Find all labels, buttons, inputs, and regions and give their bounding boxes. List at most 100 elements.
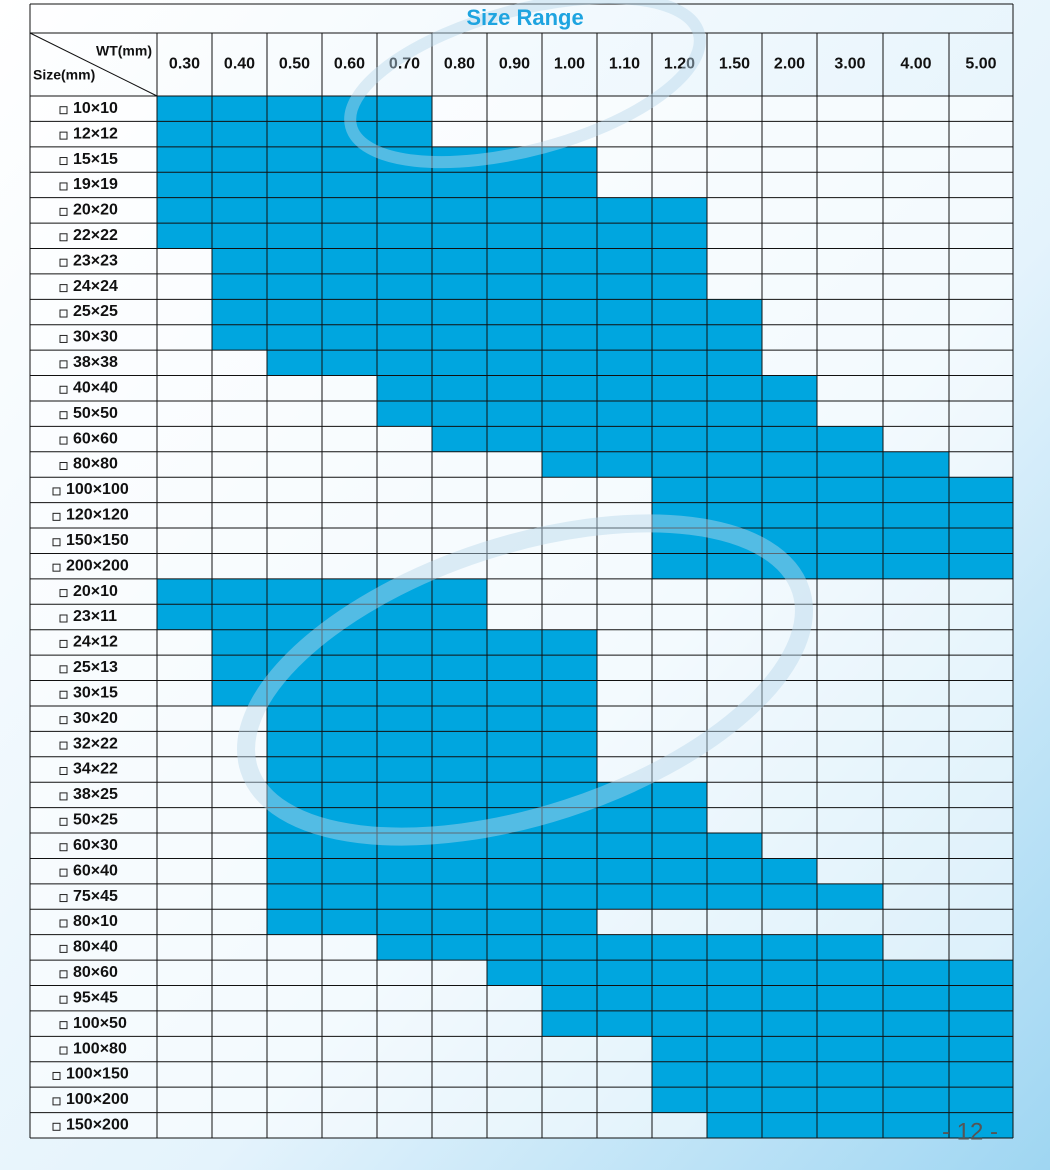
row-label: 40×40 [73, 379, 118, 396]
bullet-square [59, 309, 68, 318]
row-label: 24×12 [73, 634, 118, 651]
available-range [652, 1061, 1013, 1088]
row-label: 60×60 [73, 430, 118, 447]
column-header: 0.70 [389, 56, 420, 73]
available-range [542, 451, 949, 478]
wt-label: WT(mm) [96, 43, 152, 59]
row-label: 34×22 [73, 761, 118, 778]
bullet-square [52, 1097, 61, 1106]
column-header: 1.00 [554, 56, 585, 73]
column-header: 0.60 [334, 56, 365, 73]
available-range [267, 883, 883, 910]
bullet-square [59, 462, 68, 471]
available-range [377, 934, 883, 961]
available-range [267, 833, 762, 859]
row-label: 25×13 [73, 659, 118, 676]
diagonal [29, 32, 158, 97]
bullet-square [59, 1021, 68, 1030]
available-range [487, 960, 1013, 986]
available-range [652, 1036, 1013, 1062]
available-range [212, 629, 597, 656]
row-label: 120×120 [66, 507, 129, 524]
bullet-square [59, 716, 68, 725]
bullet-square [59, 995, 68, 1004]
row-label: 50×25 [73, 812, 118, 829]
column-header: 0.80 [444, 56, 475, 73]
row-label: 15×15 [73, 151, 118, 168]
bullet-square [59, 741, 68, 750]
bullet-square [52, 487, 61, 496]
available-range [157, 121, 432, 147]
available-range [652, 502, 1013, 529]
bullet-square [59, 665, 68, 674]
bullet-square [59, 970, 68, 979]
bullet-square [59, 690, 68, 699]
bullet-square [52, 512, 61, 521]
row-label: 32×22 [73, 735, 118, 752]
bullet-square [59, 334, 68, 343]
row-label: 150×150 [66, 532, 129, 549]
available-range [542, 1010, 1013, 1037]
bullet-square [59, 131, 68, 140]
row-label: 20×20 [73, 202, 118, 219]
bullet-square [59, 766, 68, 775]
row-label: 25×25 [73, 303, 118, 320]
bullet-square [59, 614, 68, 623]
row-label: 24×24 [73, 278, 118, 295]
size-table: 0.30 0.40 0.50 0.60 0.70 0.80 0.90 1.00 1.10 1.20… [29, 3, 1014, 1139]
available-range [212, 680, 597, 706]
row-label: 100×150 [66, 1066, 129, 1083]
bullet-square [59, 868, 68, 877]
page-number: - 12 - [942, 1118, 998, 1145]
row-label: 100×80 [73, 1040, 127, 1057]
row-label: 100×50 [73, 1015, 127, 1032]
bullet-square [59, 919, 68, 928]
row-label: 19×19 [73, 176, 118, 193]
available-range [212, 655, 597, 681]
row-label: 80×40 [73, 939, 118, 956]
column-header: 4.00 [900, 56, 931, 73]
bullet-square [59, 207, 68, 216]
bullet-square [59, 792, 68, 801]
column-header: 5.00 [965, 56, 996, 73]
bullet-square [59, 182, 68, 191]
size-label: Size(mm) [33, 67, 95, 83]
bullet-square [52, 538, 61, 547]
bullet-square [59, 436, 68, 445]
bullet-square [59, 233, 68, 242]
row-label: 23×23 [73, 252, 118, 269]
bullet-square [59, 157, 68, 166]
row-label: 38×38 [73, 354, 118, 371]
available-range [652, 1087, 1013, 1113]
bullet-square [59, 944, 68, 953]
row-label: 60×30 [73, 837, 118, 854]
row-label: 20×10 [73, 583, 118, 600]
bullet-square [59, 360, 68, 369]
watermark [344, 0, 706, 169]
row-label: 100×200 [66, 1091, 129, 1108]
available-range [652, 528, 1013, 554]
watermark [237, 514, 813, 846]
bullet-square [59, 106, 68, 115]
column-header: 3.00 [834, 56, 865, 73]
column-header: 1.20 [664, 56, 695, 73]
row-label: 60×40 [73, 862, 118, 879]
row-label: 38×25 [73, 786, 118, 803]
bullet-square [52, 1122, 61, 1131]
row-label: 100×100 [66, 481, 129, 498]
column-header: 1.50 [719, 56, 750, 73]
bullet-square [52, 1071, 61, 1080]
available-range [212, 273, 707, 300]
row-label: 30×30 [73, 329, 118, 346]
row-label: 12×12 [73, 125, 118, 142]
row-label: 95×45 [73, 989, 118, 1006]
bullet-square [59, 894, 68, 903]
row-label: 23×11 [73, 608, 117, 625]
row-label: 75×45 [73, 888, 118, 905]
column-header: 1.10 [609, 56, 640, 73]
row-label: 80×80 [73, 456, 118, 473]
available-range [212, 248, 707, 274]
row-label: 30×15 [73, 684, 118, 701]
bullet-square [59, 385, 68, 394]
